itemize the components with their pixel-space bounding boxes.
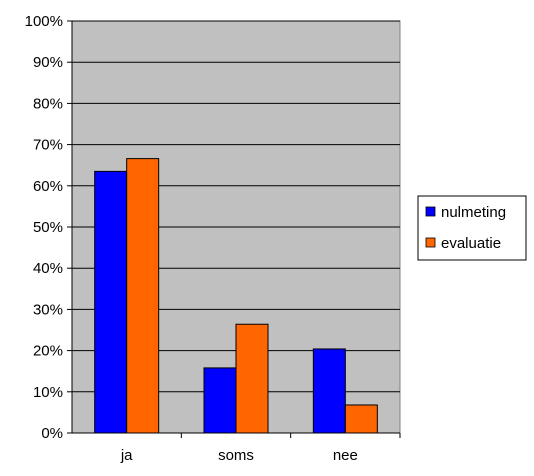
- bar-nulmeting-ja: [94, 170, 128, 434]
- legend-swatch-evaluatie: [425, 237, 436, 248]
- legend-swatch-nulmeting: [425, 206, 436, 217]
- bar-nulmeting-nee: [312, 348, 346, 434]
- y-tick-label: 70%: [33, 137, 63, 154]
- x-tick-labels: ja soms nee: [120, 433, 401, 464]
- y-tick-labels: 0% 10% 20% 30% 40% 50% 60% 70% 80% 90% 100%: [25, 13, 72, 442]
- y-tick-label: 20%: [33, 343, 63, 360]
- legend-label-evaluatie: evaluatie: [441, 235, 501, 252]
- x-tick-label: soms: [218, 447, 254, 464]
- bar-evaluatie-ja: [126, 158, 160, 434]
- y-tick-label: 50%: [33, 219, 63, 236]
- legend-box: [417, 195, 527, 261]
- y-tick-label: 60%: [33, 178, 63, 195]
- bar-evaluatie-nee: [344, 404, 378, 434]
- x-tick-label: nee: [333, 447, 358, 464]
- legend-label-nulmeting: nulmeting: [441, 204, 506, 221]
- x-tick-label: ja: [120, 447, 133, 464]
- bar-evaluatie-soms: [235, 323, 269, 434]
- y-tick-label: 100%: [25, 13, 63, 30]
- y-tick-label: 0%: [41, 425, 63, 442]
- y-tick-label: 30%: [33, 301, 63, 318]
- y-tick-label: 80%: [33, 95, 63, 112]
- legend: nulmeting evaluatie: [417, 195, 527, 261]
- y-tick-label: 40%: [33, 260, 63, 277]
- bar-nulmeting-soms: [203, 367, 237, 434]
- y-tick-label: 90%: [33, 54, 63, 71]
- y-tick-label: 10%: [33, 384, 63, 401]
